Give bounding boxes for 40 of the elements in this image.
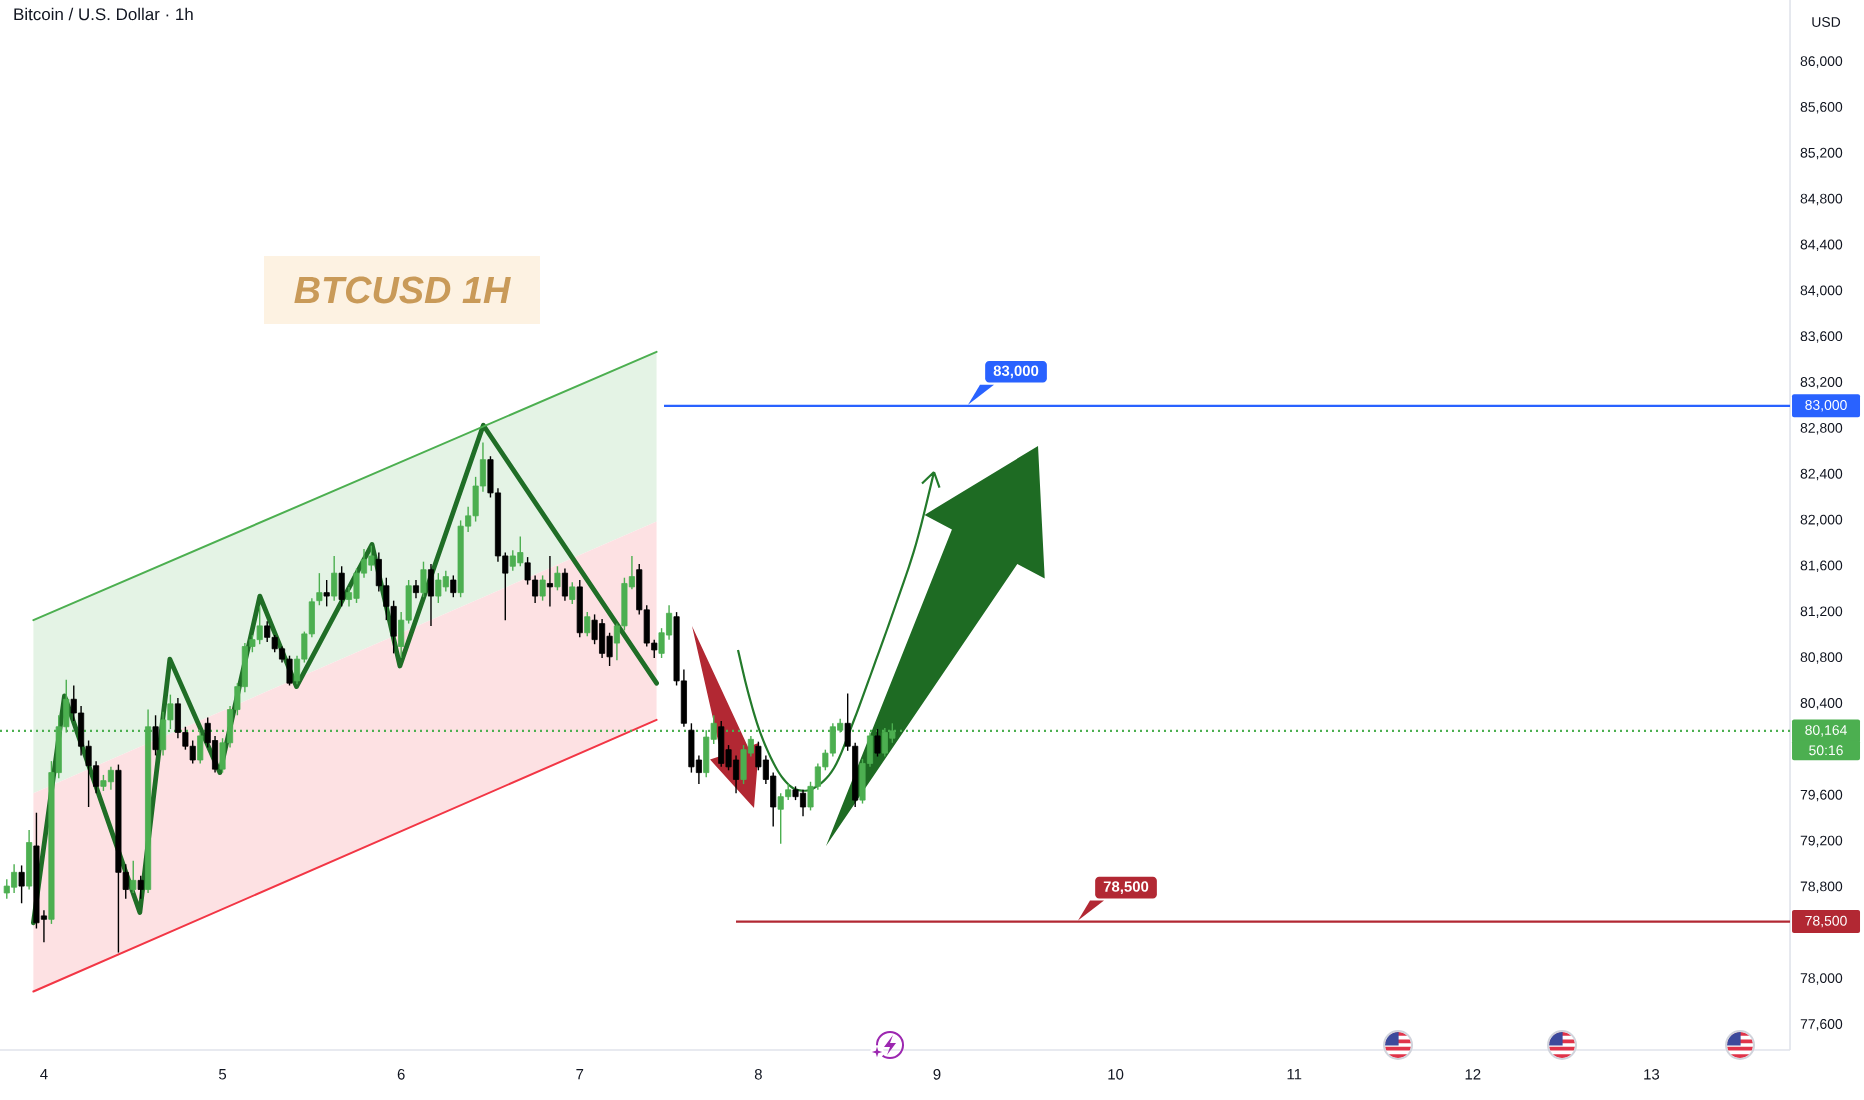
candlestick (174, 697, 181, 739)
candlestick (435, 572, 442, 604)
candlestick (427, 563, 435, 627)
candlestick (546, 555, 553, 608)
candlestick (450, 574, 457, 598)
candlestick (130, 860, 137, 894)
candlestick (264, 620, 271, 643)
candlestick (152, 714, 159, 757)
candlestick (286, 654, 293, 687)
candlestick (733, 754, 740, 794)
candlestick (420, 560, 427, 598)
candlestick (18, 864, 25, 904)
candlestick (740, 744, 747, 785)
candlestick (799, 789, 807, 817)
candlestick (777, 792, 784, 845)
candlestick (718, 720, 725, 768)
candlestick (569, 581, 576, 605)
candlestick (442, 570, 449, 593)
candlestick (11, 863, 18, 894)
candlestick (107, 766, 114, 791)
candlestick (517, 535, 524, 567)
candlestick (26, 829, 33, 891)
candlestick (554, 565, 561, 592)
candlestick (874, 728, 881, 758)
annotation: BTCUSD 1H (294, 276, 511, 304)
chart-title: Bitcoin / U.S. Dollar · 1h (14, 7, 193, 21)
candlestick (368, 544, 375, 572)
candlestick (561, 567, 568, 602)
candlestick (539, 574, 546, 602)
line-series (31, 422, 659, 926)
candlestick (599, 618, 606, 659)
candlestick (576, 579, 583, 639)
candlestick (137, 875, 144, 900)
candlestick (412, 579, 420, 600)
candlestick (338, 565, 345, 608)
candlestick (509, 549, 516, 572)
candlestick (323, 579, 330, 608)
candlestick (331, 555, 338, 602)
candlestick (256, 605, 263, 645)
candlestick (584, 611, 591, 637)
